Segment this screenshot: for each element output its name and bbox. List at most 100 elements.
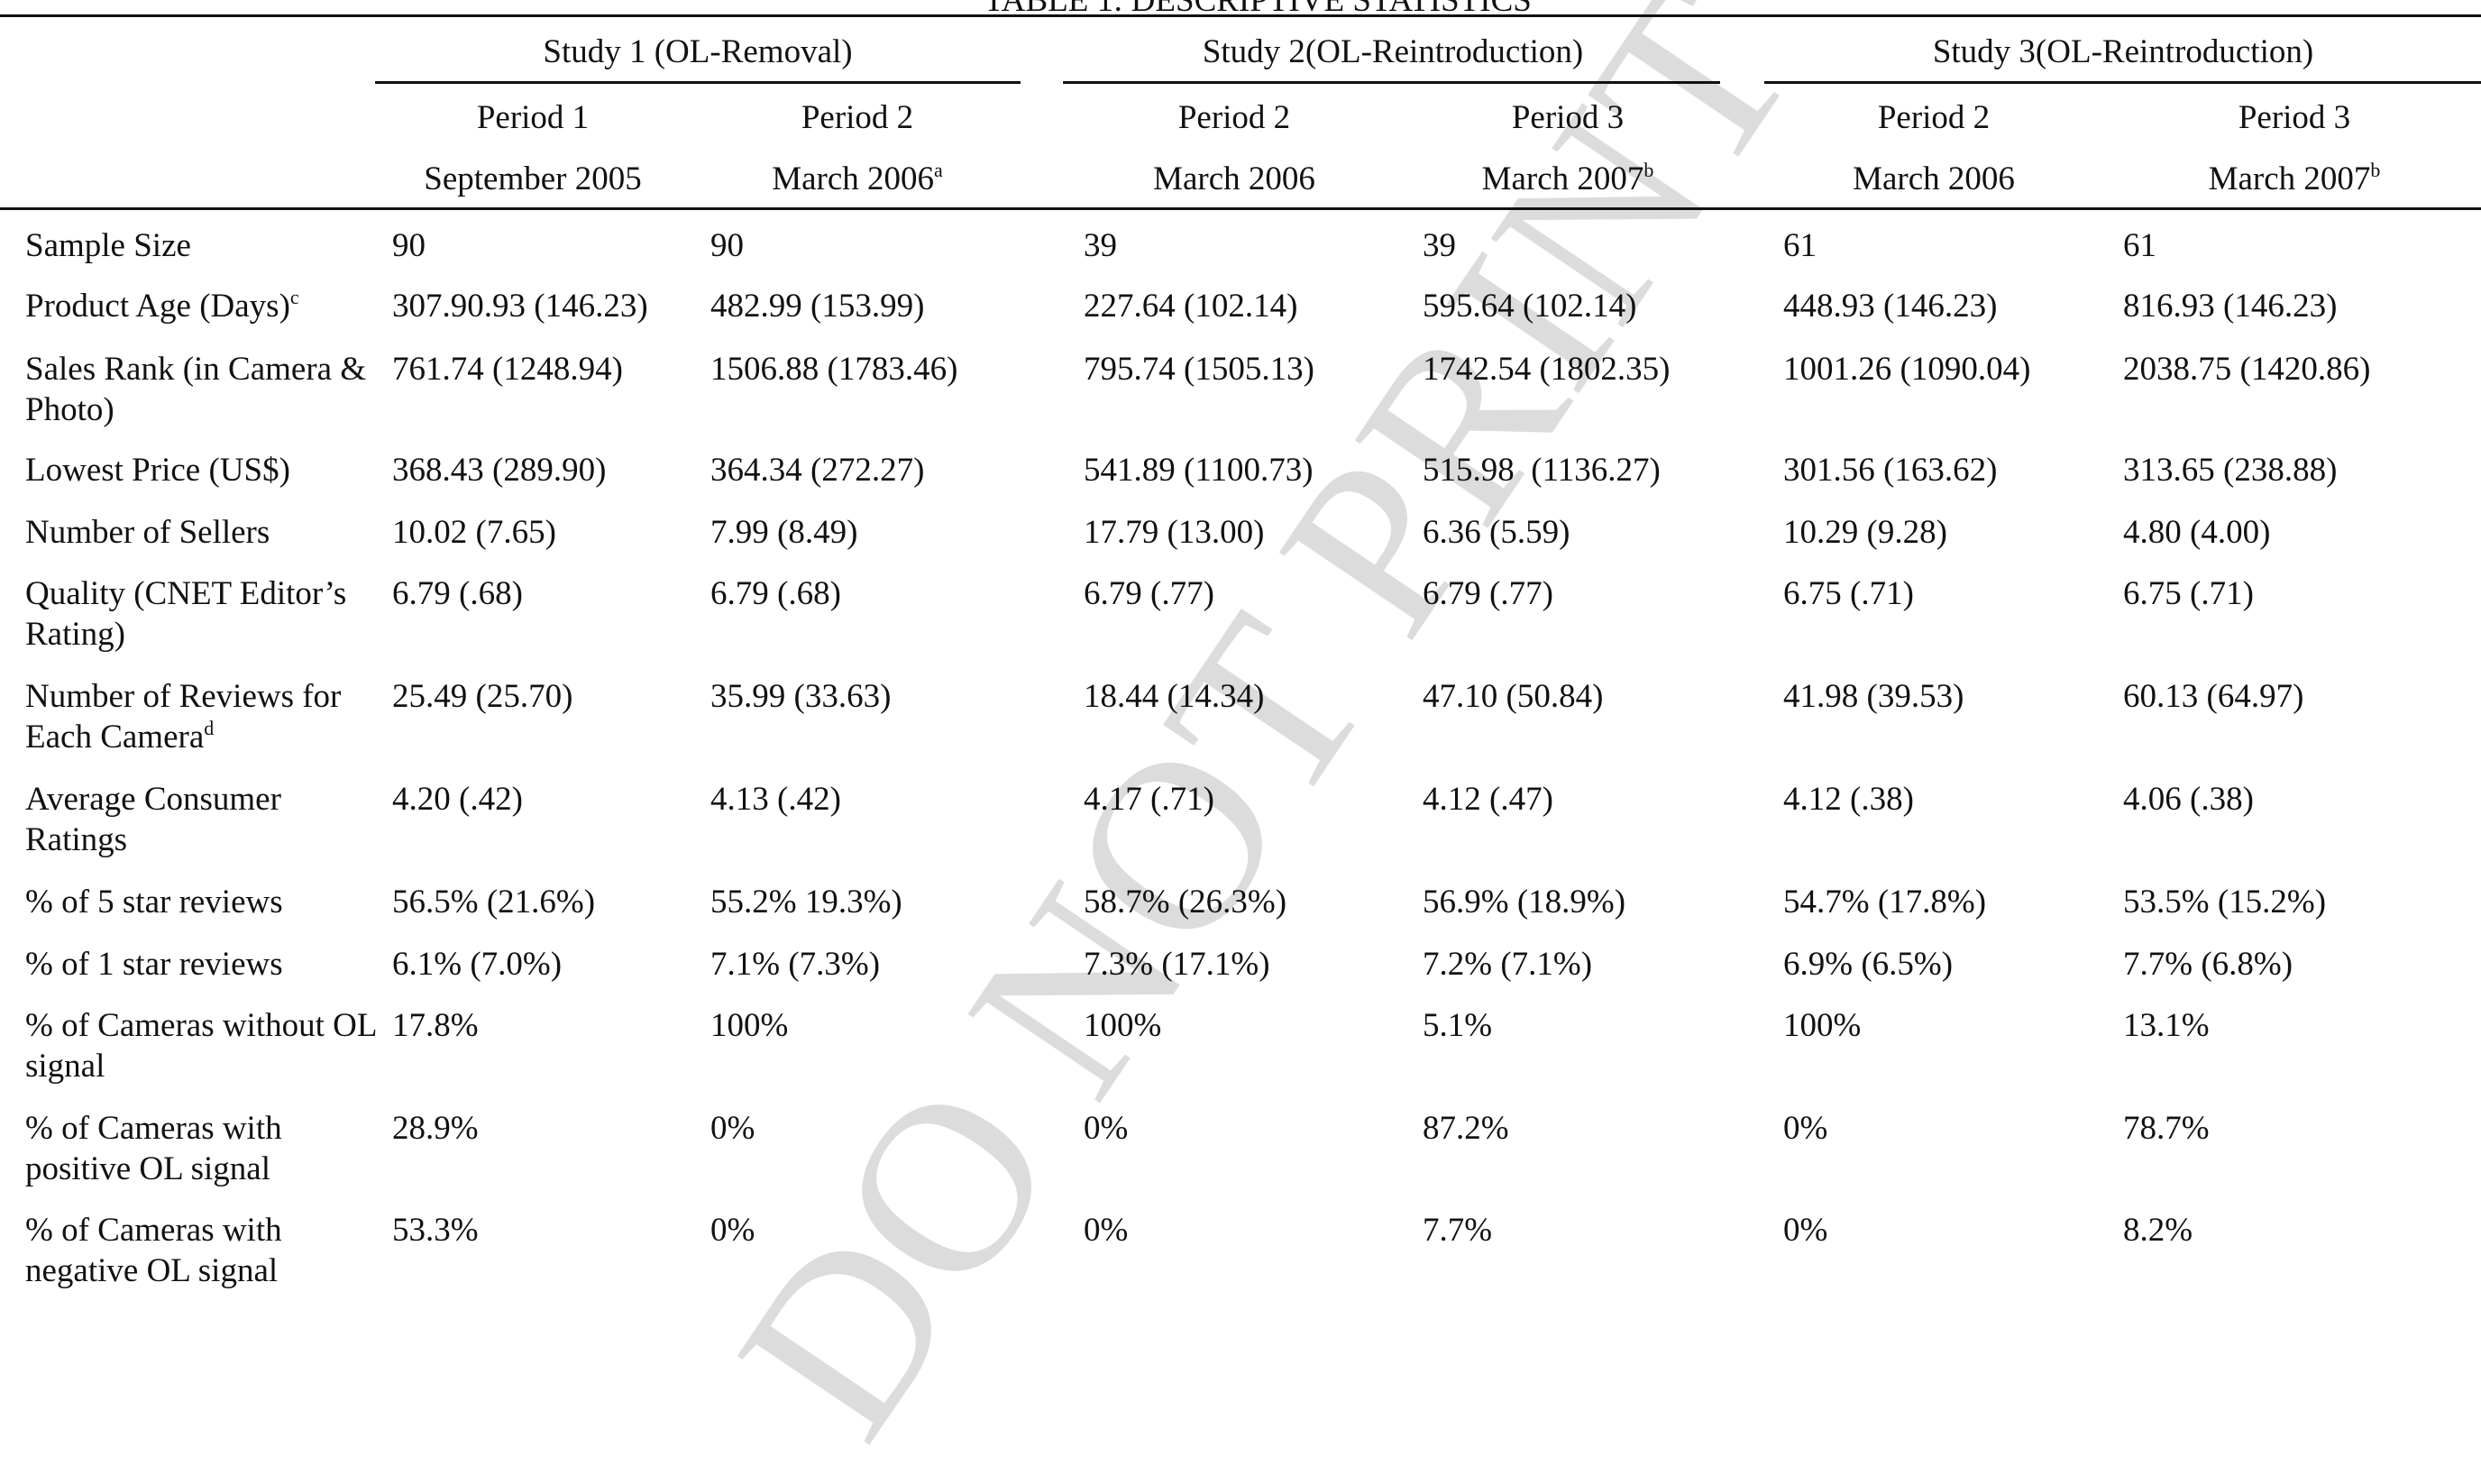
row-label: % of Cameras with positive OL signal (25, 1108, 386, 1189)
cell: 6.79 (.77) (1084, 575, 1214, 612)
cell: 7.99 (8.49) (710, 514, 858, 551)
row-label-text: % of Cameras without OL signal (25, 1007, 377, 1085)
study-rule (1063, 81, 1720, 84)
study-rule (375, 81, 1021, 84)
cell: 100% (1084, 1007, 1162, 1044)
row-label-text: % of 5 star reviews (25, 884, 283, 921)
row-label: Quality (CNET Editor’s Rating) (25, 573, 386, 655)
row-label-text: Lowest Price (US$) (25, 452, 290, 489)
cell: 8.2% (2123, 1212, 2193, 1249)
footnote-mark: b (1643, 159, 1654, 181)
row-label: Sample Size (25, 225, 386, 266)
cell: 0% (1783, 1110, 1828, 1147)
cell: 39 (1084, 227, 1117, 264)
header-rule (0, 207, 2481, 210)
row-label-text: Quality (CNET Editor’s Rating) (25, 575, 347, 653)
cell: 7.1% (7.3%) (710, 946, 881, 983)
cell: 0% (710, 1110, 755, 1147)
cell: 53.3% (392, 1212, 479, 1249)
cell: 61 (1783, 227, 1817, 264)
period-header: Period 3 (1511, 99, 1625, 136)
row-label-text: % of Cameras with positive OL signal (25, 1110, 282, 1187)
cell: 4.17 (.71) (1084, 781, 1214, 818)
cell: 307.90.93 (146.23) (392, 288, 648, 325)
cell: 4.80 (4.00) (2123, 514, 2271, 551)
date-header-text: March 2006 (772, 160, 935, 197)
cell: 28.9% (392, 1110, 479, 1147)
period-header: Period 1 (476, 99, 590, 136)
table: TABLE 1: DESCRIPTIVE STATISTICS Study 1 (… (0, 0, 2481, 1289)
cell: 0% (1783, 1212, 1828, 1249)
cell: 100% (710, 1007, 789, 1044)
study-rule (1764, 81, 2481, 84)
cell: 448.93 (146.23) (1783, 288, 1998, 325)
cell: 60.13 (64.97) (2123, 678, 2304, 715)
footnote-mark: a (934, 159, 943, 181)
cell: 7.7% (1423, 1212, 1493, 1249)
cell: 4.06 (.38) (2123, 781, 2254, 818)
cell: 4.20 (.42) (392, 781, 523, 818)
cell: 6.75 (.71) (1783, 575, 1914, 612)
cell: 25.49 (25.70) (392, 678, 573, 715)
cell: 54.7% (17.8%) (1783, 884, 1987, 921)
cell: 7.7% (6.8%) (2123, 946, 2293, 983)
row-label-text: Number of Sellers (25, 514, 270, 551)
cell: 6.75 (.71) (2123, 575, 2254, 612)
study-header: Study 3(OL-Reintroduction) (1932, 33, 2314, 70)
period-header: Period 2 (801, 99, 914, 136)
row-label: Sales Rank (in Camera & Photo) (25, 349, 386, 430)
date-header-text: March 2006 (1153, 160, 1315, 197)
cell: 364.34 (272.27) (710, 452, 925, 489)
cell: 7.2% (7.1%) (1423, 946, 1593, 983)
cell: 761.74 (1248.94) (392, 351, 623, 388)
cell: 6.79 (.68) (392, 575, 523, 612)
cell: 56.9% (18.9%) (1423, 884, 1626, 921)
cell: 2038.75 (1420.86) (2123, 351, 2371, 388)
cell: 13.1% (2123, 1007, 2210, 1044)
row-label-text: % of Cameras with negative OL signal (25, 1212, 282, 1289)
cell: 1001.26 (1090.04) (1783, 351, 2031, 388)
cell: 4.13 (.42) (710, 781, 841, 818)
row-label: % of Cameras without OL signal (25, 1005, 386, 1086)
date-header: March 2006a (772, 159, 943, 199)
study-header: Study 2(OL-Reintroduction) (1202, 33, 1584, 70)
period-header: Period 2 (1877, 99, 1991, 136)
row-label-text: Product Age (Days) (25, 288, 290, 325)
top-rule (0, 14, 2481, 17)
date-header-text: September 2005 (424, 160, 642, 197)
footnote-mark: c (289, 286, 299, 308)
date-header: September 2005 (424, 159, 641, 199)
cell: 47.10 (50.84) (1423, 678, 1604, 715)
row-label: Number of Reviews for Each Camerad (25, 676, 386, 757)
cell: 100% (1783, 1007, 1862, 1044)
cell: 18.44 (14.34) (1084, 678, 1265, 715)
cell: 87.2% (1423, 1110, 1509, 1147)
row-label: Number of Sellers (25, 512, 386, 553)
date-header: March 2007b (2209, 159, 2381, 199)
cell: 6.36 (5.59) (1423, 514, 1570, 551)
cell: 482.99 (153.99) (710, 288, 925, 325)
cell: 39 (1423, 227, 1456, 264)
cell: 55.2% 19.3%) (710, 884, 902, 921)
cell: 56.5% (21.6%) (392, 884, 596, 921)
cell: 41.98 (39.53) (1783, 678, 1964, 715)
cell: 6.79 (.68) (710, 575, 841, 612)
cell: 6.9% (6.5%) (1783, 946, 1954, 983)
cell: 17.79 (13.00) (1084, 514, 1265, 551)
row-label: % of 5 star reviews (25, 882, 386, 922)
cell: 10.29 (9.28) (1783, 514, 1947, 551)
date-header-text: March 2007 (2208, 160, 2371, 197)
footnote-mark: d (204, 717, 215, 739)
cell: 595.64 (102.14) (1423, 288, 1637, 325)
row-label-text: Average Consumer Ratings (25, 781, 281, 858)
cell: 6.79 (.77) (1423, 575, 1553, 612)
period-header: Period 2 (1177, 99, 1291, 136)
cell: 1742.54 (1802.35) (1423, 351, 1671, 388)
cell: 90 (710, 227, 744, 264)
date-header-text: March 2006 (1853, 160, 2015, 197)
cell: 227.64 (102.14) (1084, 288, 1298, 325)
cell: 61 (2123, 227, 2156, 264)
cell: 0% (710, 1212, 755, 1249)
cell: 78.7% (2123, 1110, 2210, 1147)
